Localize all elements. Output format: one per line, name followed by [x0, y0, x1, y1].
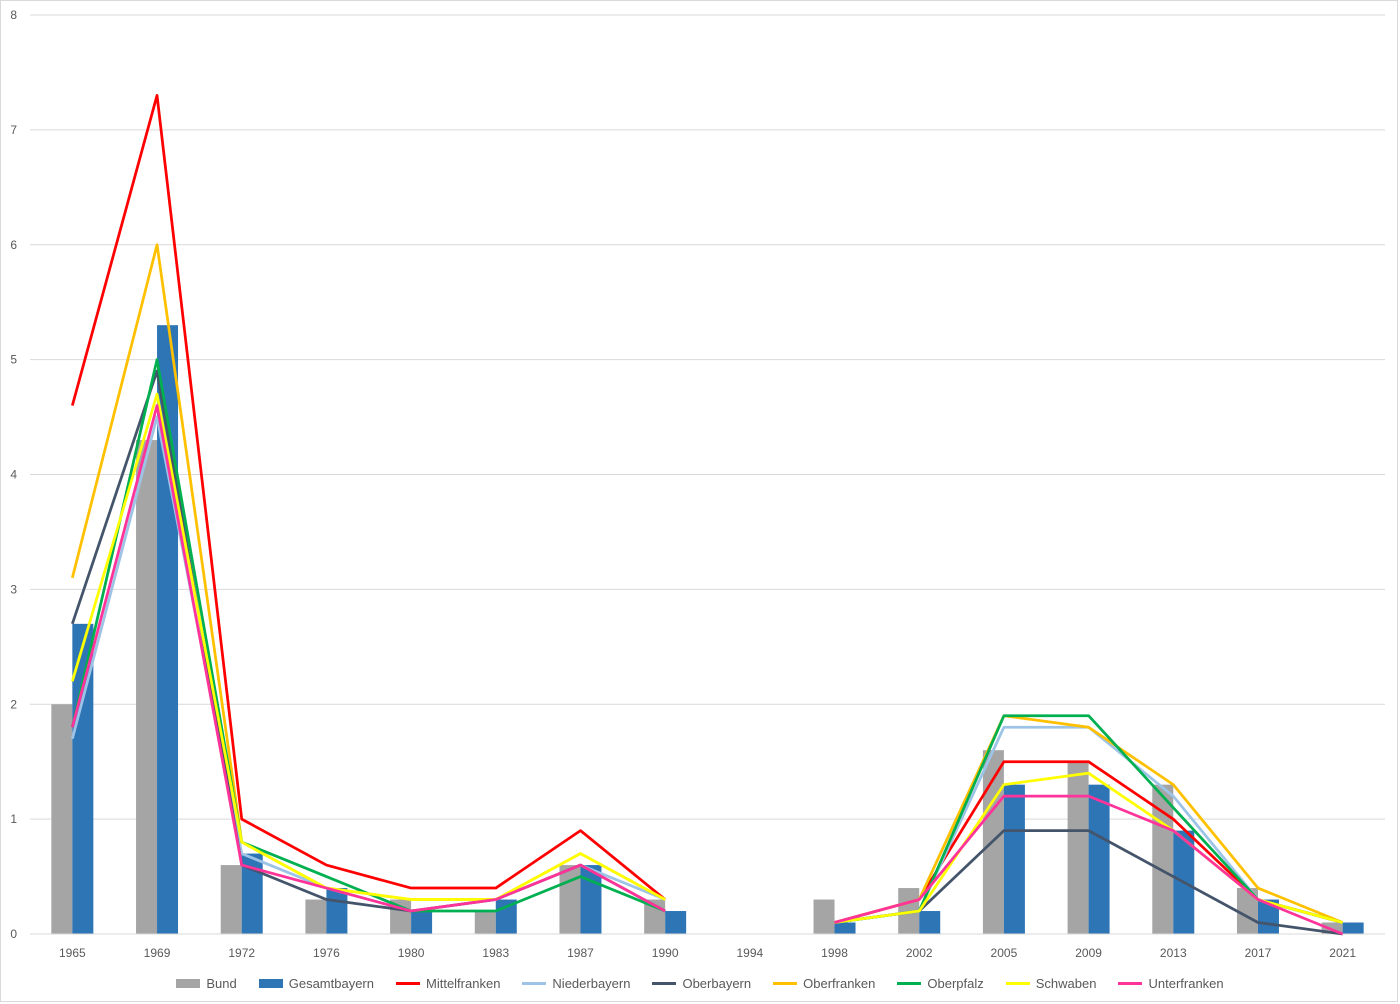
bar	[665, 911, 687, 934]
x-tick-label: 1994	[736, 946, 763, 960]
legend-label: Niederbayern	[552, 975, 631, 991]
x-tick-label: 1987	[567, 946, 594, 960]
bar	[474, 911, 496, 934]
bar	[51, 704, 73, 934]
x-tick-label: 2005	[991, 946, 1018, 960]
bar	[919, 911, 941, 934]
y-tick-label: 6	[10, 238, 17, 252]
x-tick-label: 2002	[906, 946, 933, 960]
bar-series-group	[51, 325, 1364, 935]
x-tick-label: 1965	[59, 946, 86, 960]
series-line	[71, 404, 666, 913]
x-tick-label: 1969	[144, 946, 171, 960]
line-series-niederbayern	[71, 415, 1344, 924]
legend-swatch	[773, 981, 798, 985]
x-tick-label: 2021	[1329, 946, 1356, 960]
y-tick-label: 2	[10, 697, 17, 711]
legend-label: Mittelfranken	[426, 975, 501, 991]
line-series-mittelfranken	[71, 94, 1344, 924]
bar	[411, 911, 433, 934]
bar	[813, 899, 835, 934]
x-tick-label: 1976	[313, 946, 340, 960]
legend-swatch	[1118, 981, 1143, 985]
y-tick-label: 1	[10, 812, 17, 826]
x-tick-label: 1998	[821, 946, 848, 960]
bar	[241, 853, 263, 934]
y-tick-label: 7	[10, 123, 17, 137]
legend-swatch	[258, 978, 283, 988]
x-tick-label: 2013	[1160, 946, 1187, 960]
legend: Bund Gesamtbayern Mittelfranken Niederbayer…	[0, 972, 1400, 994]
bar	[1152, 784, 1174, 934]
x-tick-label: 1980	[398, 946, 425, 960]
legend-item: Schwaben	[1005, 975, 1097, 991]
bar	[1236, 888, 1258, 934]
legend-label: Unterfranken	[1148, 975, 1224, 991]
bar	[834, 922, 856, 934]
legend-item: Gesamtbayern	[258, 975, 374, 991]
bar	[220, 865, 242, 934]
legend-swatch	[396, 981, 420, 985]
y-tick-label: 3	[10, 582, 17, 596]
x-tick-label: 1983	[482, 946, 509, 960]
y-tick-label: 0	[10, 927, 17, 941]
legend-label: Gesamtbayern	[288, 975, 374, 991]
bar	[559, 865, 581, 934]
series-line	[71, 392, 666, 901]
x-axis-tick-labels: 1965 1969 1972 1976 1980 1983 1987 1990 1994 1998…	[59, 946, 1356, 960]
legend-item: Unterfranken	[1118, 975, 1224, 991]
bar	[1342, 922, 1364, 934]
y-tick-label: 8	[10, 8, 17, 22]
series-line	[834, 794, 1344, 936]
legend-label: Schwaben	[1035, 975, 1097, 991]
legend-swatch	[176, 978, 201, 988]
legend-item: Bund	[176, 975, 237, 991]
bar	[305, 899, 327, 934]
line-series-unterfranken	[71, 404, 1344, 936]
legend-swatch	[522, 981, 547, 985]
legend-swatch	[652, 981, 677, 985]
series-line	[71, 94, 667, 901]
y-tick-label: 4	[10, 468, 17, 482]
bar	[1003, 784, 1025, 934]
x-tick-label: 2009	[1075, 946, 1102, 960]
bar	[136, 440, 158, 934]
legend-swatch	[1005, 981, 1030, 985]
legend-label: Oberpfalz	[927, 975, 984, 991]
x-tick-label: 1990	[652, 946, 679, 960]
bar	[326, 888, 348, 934]
x-tick-label: 1972	[228, 946, 255, 960]
bar	[1088, 784, 1110, 934]
legend-item: Oberpfalz	[897, 975, 984, 991]
legend-label: Bund	[206, 975, 237, 991]
legend-swatch	[897, 981, 922, 985]
legend-item: Niederbayern	[522, 976, 630, 991]
bar	[1067, 761, 1089, 934]
legend-item: Mittelfranken	[396, 976, 500, 991]
legend-label: Oberfranken	[803, 975, 876, 991]
y-tick-label: 5	[10, 353, 17, 367]
line-series-group	[71, 94, 1344, 936]
x-tick-label: 2017	[1245, 946, 1272, 960]
line-series-schwaben	[71, 392, 1344, 924]
gridlines	[30, 14, 1385, 820]
legend-item: Oberbayern	[652, 976, 751, 991]
legend-label: Oberbayern	[682, 975, 752, 991]
line-series-oberpfalz	[71, 358, 1344, 924]
y-axis-tick-labels: 0 1 2 3 4 5 6 7 8	[10, 8, 17, 941]
legend-item: Oberfranken	[773, 976, 875, 991]
